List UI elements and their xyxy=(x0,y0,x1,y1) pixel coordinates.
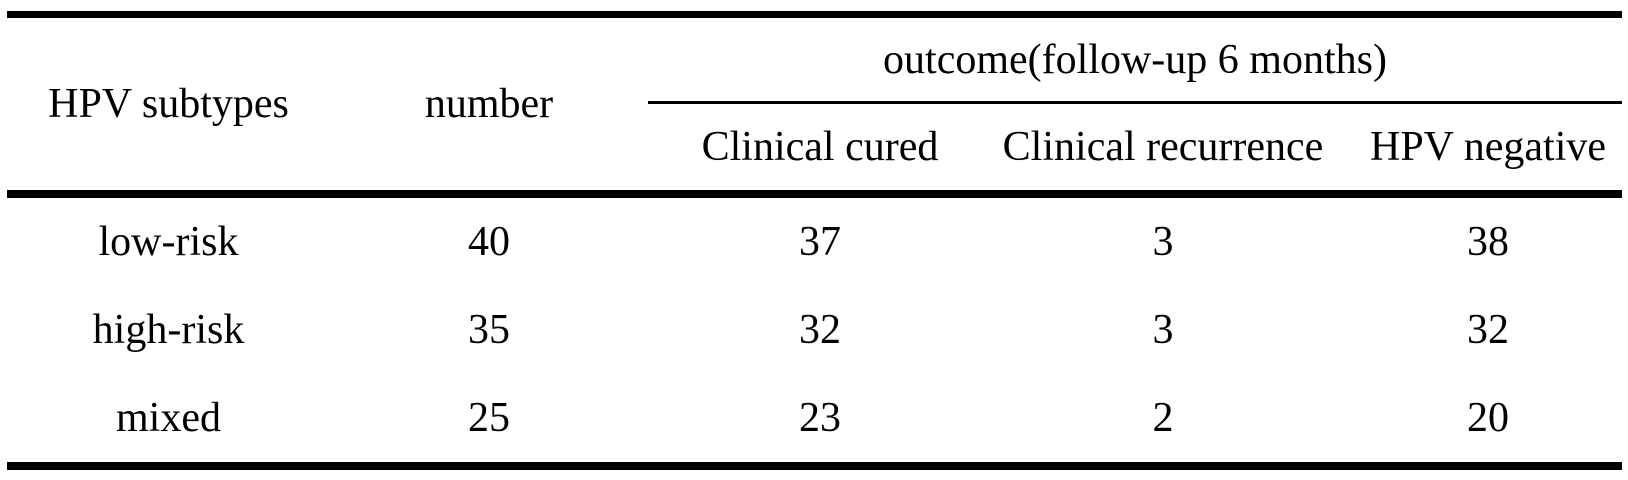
table-row-1-number: 40 xyxy=(468,219,510,265)
table-row-1-negative: 38 xyxy=(1467,219,1509,265)
table-row-1-recurrence: 3 xyxy=(1152,219,1174,265)
table-body: low-risk 40 37 3 38 high-risk 35 32 3 32… xyxy=(7,198,1622,462)
table-row-1-cured: 37 xyxy=(799,219,841,265)
header-clinical-recurrence: Clinical recurrence xyxy=(1002,124,1324,170)
table-header: HPV subtypes number outcome(follow-up 6 … xyxy=(7,18,1622,198)
hpv-outcomes-table: HPV subtypes number outcome(follow-up 6 … xyxy=(7,11,1622,470)
table-row-2-number: 35 xyxy=(468,307,510,353)
table-row-3-negative: 20 xyxy=(1467,395,1509,441)
table-row-3-subtype: mixed xyxy=(116,395,221,441)
header-number: number xyxy=(424,81,554,127)
table-row-1-subtype: low-risk xyxy=(98,219,239,265)
table-row-3-cured: 23 xyxy=(799,395,841,441)
header-hpv-negative: HPV negative xyxy=(1369,124,1607,170)
table-row-2-cured: 32 xyxy=(799,307,841,353)
header-outcome-group: outcome(follow-up 6 months) xyxy=(648,18,1622,104)
table-row-3-recurrence: 2 xyxy=(1152,395,1174,441)
table-row-3-number: 25 xyxy=(468,395,510,441)
table-row-2-recurrence: 3 xyxy=(1152,307,1174,353)
header-hpv-subtypes: HPV subtypes xyxy=(48,81,289,127)
table-row-2-negative: 32 xyxy=(1467,307,1509,353)
header-clinical-cured: Clinical cured xyxy=(701,124,939,170)
table-row-2-subtype: high-risk xyxy=(92,307,245,353)
